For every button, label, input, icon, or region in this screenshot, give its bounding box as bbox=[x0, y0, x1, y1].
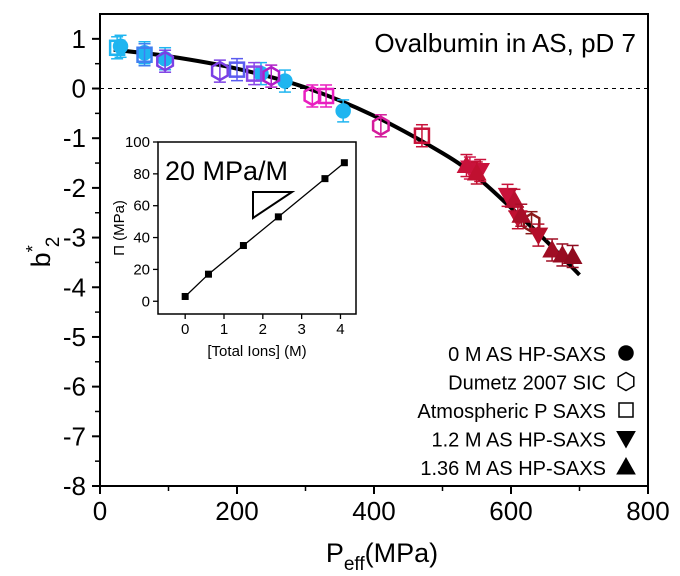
data-point bbox=[466, 162, 487, 181]
inset-y-tick-label: 20 bbox=[133, 261, 150, 278]
data-point bbox=[156, 50, 175, 72]
data-points bbox=[108, 34, 583, 269]
y-tick-label: -8 bbox=[63, 471, 86, 501]
data-point bbox=[542, 239, 562, 258]
inset-x-tick-label: 2 bbox=[259, 321, 267, 338]
inset-annotation: 20 MPa/M bbox=[165, 156, 288, 186]
data-point bbox=[245, 65, 263, 82]
x-tick-label: 0 bbox=[93, 496, 107, 526]
data-point bbox=[228, 61, 246, 78]
x-axis-label-main: P bbox=[326, 538, 344, 568]
inset-x-tick-label: 0 bbox=[181, 321, 189, 338]
data-point bbox=[562, 246, 583, 264]
data-point bbox=[528, 227, 549, 246]
slope-triangle bbox=[252, 191, 296, 220]
legend-marker bbox=[618, 402, 634, 418]
inset-x-tick-label: 3 bbox=[297, 321, 305, 338]
x-axis-label-sub: eff bbox=[344, 554, 366, 575]
inset-y-axis-label: Π (MPa) bbox=[111, 200, 128, 256]
svg-text:b*2: b*2 bbox=[23, 237, 64, 268]
y-tick-label: -4 bbox=[63, 272, 86, 302]
inset-x-axis-label: [Total Ions] (M) bbox=[207, 343, 306, 360]
legend-label: 1.36 M AS HP-SAXS bbox=[420, 458, 606, 480]
x-axis-label-unit: (MPa) bbox=[365, 538, 439, 568]
inset-x-tick-label: 1 bbox=[220, 321, 228, 338]
y-tick-label: -1 bbox=[63, 123, 86, 153]
legend-label: 0 M AS HP-SAXS bbox=[448, 344, 606, 366]
data-point bbox=[317, 87, 335, 105]
y-axis-ticks: 1 0 -1 -2 -3 -4 -5 -6 -7 -8 bbox=[63, 24, 100, 501]
legend-marker bbox=[618, 345, 634, 361]
x-axis-label: Peff(MPa) bbox=[326, 538, 438, 575]
data-point bbox=[456, 155, 477, 174]
inset-data-point bbox=[181, 292, 189, 300]
legend-marker bbox=[616, 431, 636, 449]
data-point bbox=[210, 60, 229, 82]
chart-title: Ovalbumin in AS, pD 7 bbox=[374, 28, 636, 58]
inset-data-point bbox=[239, 242, 247, 250]
data-point bbox=[413, 127, 431, 144]
y-tick-label: -5 bbox=[63, 322, 86, 352]
inset-y-axis-label-group: Π (MPa) bbox=[111, 200, 128, 256]
data-point bbox=[371, 115, 390, 137]
data-point bbox=[108, 39, 126, 57]
inset-y-tick-label: 80 bbox=[133, 166, 150, 183]
data-point bbox=[335, 103, 351, 119]
data-point bbox=[511, 205, 532, 223]
inset-x-axis-ticks: 0 1 2 3 4 bbox=[181, 314, 345, 338]
inset-plot-frame bbox=[157, 141, 357, 315]
y-tick-label: 0 bbox=[72, 74, 86, 104]
x-tick-label: 600 bbox=[489, 496, 532, 526]
legend-label: Dumetz 2007 SIC bbox=[448, 373, 606, 395]
x-tick-label: 800 bbox=[626, 496, 669, 526]
legend-label: Atmospheric P SAXS bbox=[417, 401, 606, 423]
data-point bbox=[136, 46, 153, 63]
data-point bbox=[262, 65, 281, 87]
inset-data-point bbox=[274, 213, 282, 221]
legend-label: 1.2 M AS HP-SAXS bbox=[431, 430, 606, 452]
inset-y-tick-label: 40 bbox=[133, 230, 150, 247]
data-point bbox=[504, 190, 525, 208]
inset-points bbox=[181, 159, 348, 300]
y-axis-label-main: b bbox=[26, 252, 56, 267]
x-tick-label: 200 bbox=[215, 496, 258, 526]
y-tick-label: -3 bbox=[63, 223, 86, 253]
x-tick-label: 400 bbox=[352, 496, 395, 526]
legend-marker bbox=[616, 456, 636, 475]
y-axis-label-sup: * bbox=[23, 245, 43, 252]
inset-y-tick-label: 60 bbox=[133, 198, 150, 215]
y-tick-label: -7 bbox=[63, 421, 86, 451]
inset-data-point bbox=[204, 270, 212, 278]
inset-data-point bbox=[340, 159, 348, 167]
inset-chart: 0 1 2 3 4 0 20 40 60 80 100 20 MPa/M [Total Ions]… bbox=[111, 134, 357, 360]
inset-data-point bbox=[321, 175, 329, 183]
legend-marker bbox=[617, 371, 635, 392]
inset-y-tick-label: 0 bbox=[142, 293, 150, 310]
inset-y-tick-label: 100 bbox=[125, 134, 150, 151]
y-tick-label: 1 bbox=[72, 24, 86, 54]
legend: 0 M AS HP-SAXS Dumetz 2007 SIC Atmospheric… bbox=[417, 344, 636, 480]
inset-y-axis-ticks: 0 20 40 60 80 100 bbox=[125, 134, 158, 310]
y-tick-label: -6 bbox=[63, 372, 86, 402]
x-axis-ticks: 0 200 400 600 800 bbox=[93, 486, 670, 526]
y-axis-label: b*2 bbox=[23, 237, 64, 268]
y-axis-label-sub: 2 bbox=[43, 237, 64, 248]
inset-x-tick-label: 4 bbox=[336, 321, 344, 338]
y-tick-label: -2 bbox=[63, 173, 86, 203]
